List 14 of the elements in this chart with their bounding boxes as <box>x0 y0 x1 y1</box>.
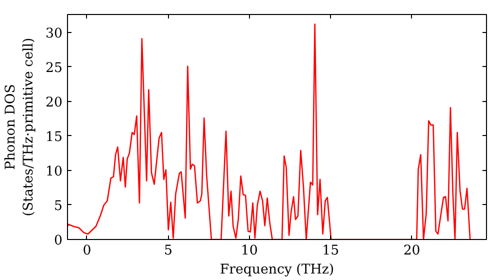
y-tick-label: 20 <box>46 95 63 110</box>
x-tick-label: 0 <box>82 244 92 258</box>
x-tick-label: 5 <box>164 244 172 258</box>
y-tick-label: 30 <box>46 26 63 42</box>
y-tick-label: 0 <box>54 234 63 248</box>
x-tick-label: 10 <box>240 244 258 258</box>
x-tick-label: 15 <box>322 244 340 258</box>
y-tick-label: 25 <box>46 60 63 76</box>
x-axis-title: Frequency (THz) <box>220 262 334 278</box>
y-axis-title: Phonon DOS (States/THz·primitive cell) <box>4 38 37 216</box>
x-tick-label: 20 <box>403 244 420 258</box>
y-tick-label: 15 <box>46 130 63 145</box>
y-tick-label: 10 <box>46 164 63 180</box>
y-tick-label: 5 <box>54 198 63 214</box>
